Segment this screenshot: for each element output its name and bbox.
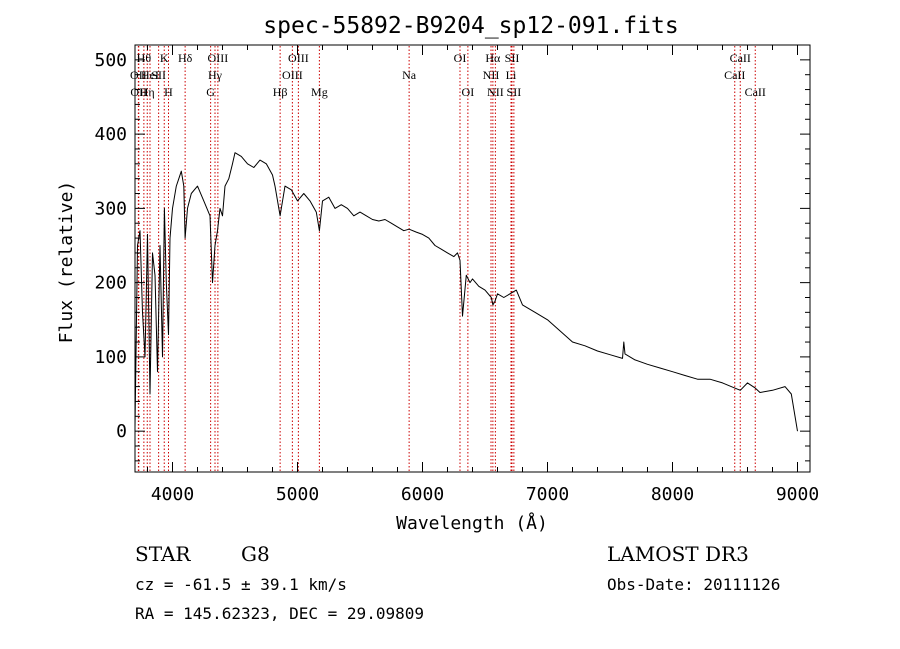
y-tick-label: 0 [116, 421, 127, 442]
line-label-15: Mg [311, 85, 328, 99]
line-label-11: OIII [208, 51, 229, 65]
line-label-8: Hδ [178, 51, 193, 65]
line-label-9: G [206, 85, 215, 99]
x-tick-label: 8000 [651, 484, 694, 505]
line-label-4: HeI [141, 68, 159, 82]
line-label-12: Hβ [273, 85, 288, 99]
line-label-27: CaII [745, 85, 766, 99]
y-tick-label: 300 [94, 198, 127, 219]
x-tick-label: 4000 [151, 484, 194, 505]
x-tick-label: 6000 [401, 484, 444, 505]
plot-frame [134, 44, 811, 473]
line-label-10: Hγ [208, 68, 223, 82]
line-label-24: SII [507, 85, 522, 99]
axis-ticks [135, 44, 810, 472]
series-line-0 [134, 152, 798, 432]
x-axis-label: Wavelength (Å) [396, 512, 548, 534]
line-label-7: H [164, 85, 173, 99]
line-label-14: OIII [288, 51, 309, 65]
object-subclass: G8 [241, 542, 270, 566]
y-tick-label: 100 [94, 347, 127, 368]
x-tick-label: 7000 [526, 484, 569, 505]
x-tick-label: 5000 [276, 484, 319, 505]
obs-date: Obs-Date: 20111126 [607, 575, 780, 594]
spectral-line-markers [137, 46, 756, 471]
line-label-26: CaII [730, 51, 751, 65]
line-label-3: Hη [140, 85, 155, 99]
line-label-17: OI [454, 51, 467, 65]
line-label-2: Hθ [137, 51, 152, 65]
line-label-16: Na [402, 68, 417, 82]
line-label-20: Hα [485, 51, 501, 65]
y-tick-label: 500 [94, 50, 127, 71]
coordinates-text: RA = 145.62323, DEC = 29.09809 [135, 604, 424, 623]
spectral-line-labels: OIIOIIHθHηHeISIIKHHδGHγOIIIHβOIIIOIIIMgN… [130, 51, 766, 99]
survey-name: LAMOST DR3 [607, 542, 749, 566]
line-label-23: SII [505, 51, 520, 65]
line-label-25: CaII [724, 68, 745, 82]
line-label-13: OIII [282, 68, 303, 82]
y-tick-label: 200 [94, 273, 127, 294]
x-tick-label: 9000 [776, 484, 819, 505]
chart-title: spec-55892-B9204_sp12-091.fits [263, 13, 678, 39]
y-tick-label: 400 [94, 124, 127, 145]
y-axis-label: Flux (relative) [56, 181, 77, 344]
line-label-21: NII [487, 85, 504, 99]
line-label-18: OI [462, 85, 475, 99]
object-class: STAR [135, 542, 191, 566]
line-label-5: SII [151, 68, 166, 82]
line-label-22: Li [506, 68, 517, 82]
line-label-19: NII [483, 68, 500, 82]
redshift-text: cz = -61.5 ± 39.1 km/s [135, 575, 347, 594]
tick-labels: 4000 5000 6000 7000 8000 9000 0 100 200 300 400 500 [94, 50, 819, 505]
line-label-6: K [160, 51, 169, 65]
series-group [134, 152, 798, 432]
